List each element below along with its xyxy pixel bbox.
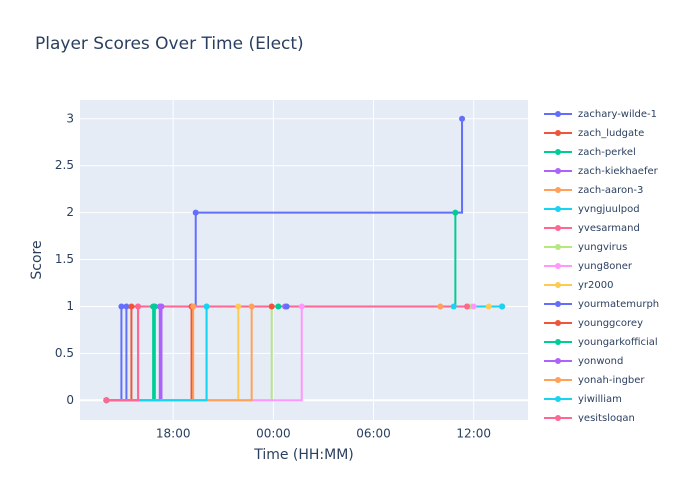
point [235,303,242,310]
point [103,397,110,404]
point [135,303,142,310]
legend-marker [555,320,561,326]
point [248,303,255,310]
y-tick-label: 2.5 [55,158,74,172]
legend-label[interactable]: youngarkofficial [578,337,658,348]
legend-marker [555,263,561,269]
legend-label[interactable]: yung8oner [578,261,633,272]
point [192,209,199,216]
legend-label[interactable]: yvngjuulpod [578,204,640,215]
y-tick-label: 0 [66,393,74,407]
legend-marker [555,377,561,383]
y-tick-label: 3 [66,111,74,125]
legend-marker [555,244,561,250]
legend-label[interactable]: younggcorey [578,318,643,329]
legend-label[interactable]: zach-kiekhaefer [578,166,659,177]
legend-marker [555,130,561,136]
legend-label[interactable]: zach-perkel [578,147,636,158]
point [123,303,130,310]
point [203,303,210,310]
legend-marker [555,396,561,402]
legend: zachary-wilde-1 zach_ludgate zach-perkel za… [544,109,659,424]
point [118,303,125,310]
point [485,303,492,310]
legend-label[interactable]: yonwond [578,356,623,367]
legend-marker [555,168,561,174]
x-tick-label: 12:00 [456,427,491,441]
point [275,303,282,310]
y-tick-label: 1.5 [55,252,74,266]
legend-label[interactable]: yungvirus [578,242,627,253]
y-tick-label: 2 [66,205,74,219]
point [437,303,444,310]
legend-marker [555,415,561,421]
lines [103,115,506,404]
point [499,303,506,310]
legend-marker [555,358,561,364]
point [156,303,163,310]
legend-label[interactable]: yourmatemurph [578,299,659,310]
legend-label[interactable]: zachary-wilde-1 [578,109,657,120]
point [298,303,305,310]
legend-marker [555,187,561,193]
legend-marker [555,225,561,231]
point [459,115,466,122]
legend-label[interactable]: yr2000 [578,280,613,291]
legend-marker [555,282,561,288]
legend-label[interactable]: yiwilliam [578,394,622,405]
point [470,303,477,310]
legend-label[interactable]: yonah-ingber [578,375,645,386]
y-axis-title: Score [29,240,45,279]
point [268,303,275,310]
x-axis-title: Time (HH:MM) [253,447,354,463]
legend-marker [555,206,561,212]
x-tick-label: 00:00 [256,427,291,441]
x-tick-label: 06:00 [356,427,391,441]
point [452,209,459,216]
legend-label[interactable]: yesitslogan [578,413,635,424]
y-tick-label: 1 [66,299,74,313]
x-tick-label: 18:00 [156,427,191,441]
legend-marker [555,149,561,155]
y-tick-label: 0.5 [55,346,74,360]
point [128,303,135,310]
point [450,303,457,310]
chart-title: Player Scores Over Time (Elect) [35,34,304,54]
point [283,303,290,310]
point [150,303,157,310]
legend-marker [555,339,561,345]
point [190,303,197,310]
legend-label[interactable]: yvesarmand [578,223,640,234]
point [464,303,471,310]
legend-marker [555,301,561,307]
legend-marker [555,111,561,117]
legend-label[interactable]: zach-aaron-3 [578,185,643,196]
legend-label[interactable]: zach_ludgate [578,128,644,139]
